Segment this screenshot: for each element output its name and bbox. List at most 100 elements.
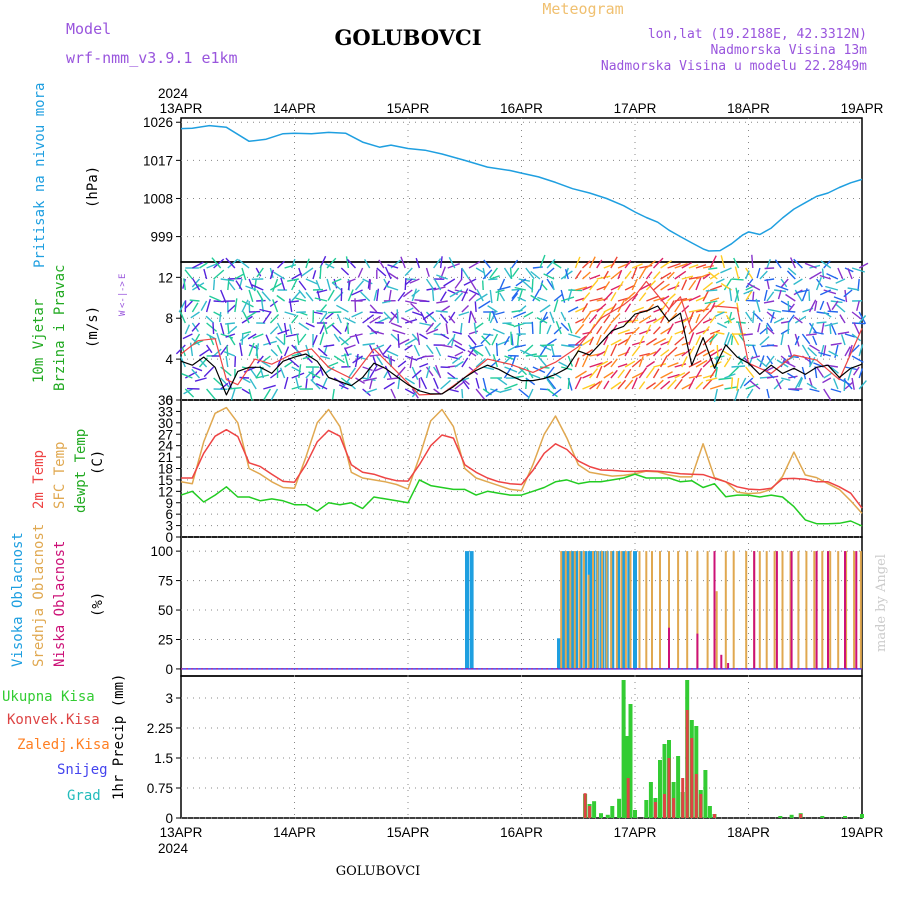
wind-arrow	[618, 380, 626, 389]
wind-arrow	[766, 356, 774, 367]
wind-arrow	[703, 282, 713, 290]
wind-arrow	[523, 281, 533, 290]
wind-arrow	[385, 286, 398, 290]
precip-bar	[592, 801, 596, 818]
wind-arrow	[398, 361, 406, 367]
wind-arrow	[788, 301, 789, 311]
wind-arrow	[356, 281, 364, 290]
wind-arrow	[625, 380, 633, 389]
wind-arrow	[810, 272, 822, 279]
cloud-bar	[633, 551, 637, 669]
precip-bar	[668, 758, 671, 818]
precip-bar	[843, 816, 847, 818]
x-tick-label-top: 15APR	[387, 101, 430, 116]
wind-arrow	[597, 326, 602, 334]
wind-arrow	[782, 311, 795, 312]
wind-arrow	[736, 322, 746, 323]
wind-arrow	[689, 378, 695, 389]
wind-arrow	[488, 279, 497, 280]
cloud-bar	[733, 551, 735, 669]
wind-arrow	[320, 265, 321, 279]
wind-arrow	[817, 312, 830, 314]
cloud-bar	[620, 551, 622, 669]
wind-arrow	[414, 300, 426, 301]
wind-arrow	[554, 300, 558, 312]
x-tick-label-bottom: 18APR	[727, 825, 770, 840]
cloud-bar	[727, 663, 729, 669]
chart-marks: 1026101710089990481203691215182124273033…	[143, 101, 884, 840]
wind-arrow	[388, 265, 399, 268]
wind-arrow	[264, 389, 271, 400]
wind-arrow	[469, 311, 471, 323]
wind-arrow	[746, 345, 756, 346]
cloud-bar	[659, 551, 661, 669]
wind-arrow	[270, 327, 277, 334]
wind-arrow	[483, 281, 484, 291]
wind-arrow	[238, 260, 249, 268]
temp-ylabel-dewpt: dewpt Temp	[73, 429, 89, 513]
wind-arrow	[654, 369, 659, 378]
wind-arrow	[547, 339, 556, 345]
wind-arrow	[661, 356, 668, 367]
wind-arrow	[590, 315, 597, 324]
y-tick-label: 0.75	[147, 781, 173, 796]
wind-arrow	[823, 378, 831, 383]
wind-arrow	[328, 312, 341, 313]
compass-right: ->	[118, 281, 128, 292]
wind-arrow	[732, 336, 733, 345]
wind-arrow	[226, 356, 228, 367]
wind-arrow	[802, 345, 808, 356]
wind-arrow	[416, 258, 419, 268]
wind-arrow	[528, 389, 533, 399]
wind-arrow	[370, 367, 376, 378]
cloud-bar	[805, 551, 807, 669]
wind-arrow	[810, 389, 820, 392]
precip-legend-snow: Snijeg	[57, 762, 108, 778]
wind-arrow	[834, 379, 838, 390]
wind-arrow	[479, 301, 491, 308]
y-tick-label: 2.25	[147, 721, 173, 736]
wind-arrow	[393, 330, 406, 334]
wind-arrow	[547, 378, 556, 389]
wind-arrow	[734, 258, 739, 268]
precip-bar	[627, 778, 630, 818]
wind-arrow	[468, 335, 476, 345]
wind-arrow	[262, 292, 270, 301]
compass-left: <-	[118, 297, 128, 308]
footer-station: GOLUBOVCI	[336, 864, 421, 879]
wind-arrow	[561, 312, 565, 321]
wind-arrow	[758, 323, 760, 332]
cloud-bar	[716, 591, 718, 669]
precip-bar	[690, 738, 693, 818]
wind-arrow	[682, 372, 690, 378]
wind-arrow	[646, 362, 654, 368]
wind-arrow	[248, 334, 256, 339]
wind-arrow	[583, 293, 590, 301]
wind-arrow	[292, 373, 304, 378]
wind-arrow	[384, 281, 390, 290]
wind-arrow	[263, 312, 271, 324]
wind-arrow	[448, 373, 455, 379]
wind-arrow	[299, 281, 306, 290]
wind-arrow	[752, 255, 753, 268]
wind-arrow	[341, 338, 350, 346]
y-tick-label: 4	[165, 352, 173, 367]
wind-arrow	[632, 346, 640, 356]
cloud-bar	[668, 628, 670, 669]
wind-arrow	[201, 301, 206, 311]
y-tick-label: 3	[165, 691, 173, 706]
cloud-bar	[588, 575, 590, 669]
precip-bar	[633, 810, 637, 818]
cloud-bar	[707, 551, 709, 669]
wind-arrow	[471, 311, 476, 323]
compass-e: E	[118, 274, 128, 279]
wind-compass: W <- | -> E	[118, 274, 128, 316]
wind-arrow	[553, 389, 562, 396]
x-tick-label-top: 14APR	[273, 101, 316, 116]
wind-arrow	[316, 280, 320, 290]
wind-arrow	[242, 378, 250, 383]
wind-arrow	[271, 350, 277, 357]
cloud-bar	[774, 551, 776, 669]
wind-arrow	[710, 286, 722, 290]
